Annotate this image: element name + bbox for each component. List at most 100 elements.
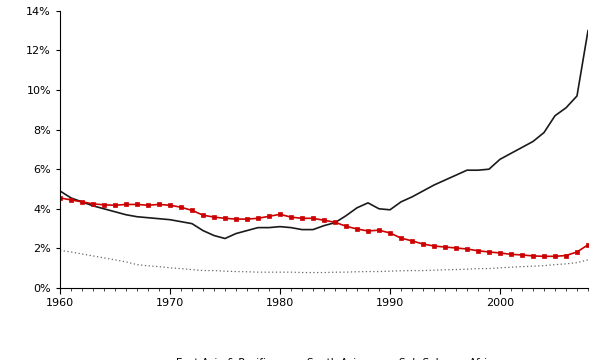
East Asia & Pacific bbox=[254, 225, 262, 230]
Sub-Saharan Africa bbox=[221, 216, 229, 220]
Sub-Saharan Africa bbox=[265, 214, 272, 219]
East Asia & Pacific bbox=[331, 220, 338, 225]
East Asia & Pacific bbox=[475, 168, 482, 172]
South Asia bbox=[277, 270, 284, 274]
East Asia & Pacific bbox=[541, 130, 548, 135]
South Asia bbox=[409, 269, 416, 273]
South Asia bbox=[145, 264, 152, 268]
East Asia & Pacific bbox=[343, 213, 350, 218]
South Asia bbox=[199, 269, 206, 273]
South Asia bbox=[133, 262, 140, 267]
South Asia bbox=[529, 264, 536, 269]
East Asia & Pacific bbox=[463, 168, 470, 172]
Sub-Saharan Africa bbox=[386, 231, 394, 235]
East Asia & Pacific bbox=[409, 195, 416, 199]
South Asia bbox=[562, 262, 569, 266]
South Asia bbox=[265, 270, 272, 274]
East Asia & Pacific bbox=[122, 212, 130, 217]
South Asia bbox=[211, 269, 218, 273]
Sub-Saharan Africa bbox=[133, 202, 140, 207]
South Asia bbox=[508, 265, 515, 269]
Sub-Saharan Africa bbox=[56, 196, 64, 200]
East Asia & Pacific bbox=[79, 200, 86, 204]
Sub-Saharan Africa bbox=[112, 203, 119, 207]
East Asia & Pacific bbox=[376, 207, 383, 211]
Sub-Saharan Africa bbox=[244, 217, 251, 221]
South Asia bbox=[287, 270, 295, 274]
East Asia & Pacific bbox=[100, 207, 107, 211]
South Asia bbox=[541, 264, 548, 268]
South Asia bbox=[376, 269, 383, 274]
Sub-Saharan Africa bbox=[442, 245, 449, 249]
Sub-Saharan Africa bbox=[529, 254, 536, 258]
Sub-Saharan Africa bbox=[452, 246, 460, 250]
East Asia & Pacific bbox=[442, 178, 449, 182]
Sub-Saharan Africa bbox=[122, 202, 130, 207]
Sub-Saharan Africa bbox=[79, 200, 86, 204]
South Asia bbox=[442, 267, 449, 272]
South Asia bbox=[254, 270, 262, 274]
South Asia bbox=[518, 265, 526, 269]
South Asia bbox=[475, 266, 482, 271]
Sub-Saharan Africa bbox=[320, 218, 328, 222]
South Asia bbox=[298, 270, 305, 275]
Sub-Saharan Africa bbox=[430, 244, 437, 248]
Sub-Saharan Africa bbox=[551, 254, 559, 258]
Line: East Asia & Pacific: East Asia & Pacific bbox=[60, 31, 588, 239]
East Asia & Pacific bbox=[199, 229, 206, 233]
Sub-Saharan Africa bbox=[485, 250, 493, 254]
South Asia bbox=[331, 270, 338, 274]
East Asia & Pacific bbox=[166, 217, 173, 222]
East Asia & Pacific bbox=[145, 216, 152, 220]
East Asia & Pacific bbox=[221, 237, 229, 241]
Sub-Saharan Africa bbox=[89, 202, 97, 206]
Sub-Saharan Africa bbox=[496, 251, 503, 255]
Sub-Saharan Africa bbox=[463, 247, 470, 251]
Sub-Saharan Africa bbox=[178, 205, 185, 210]
South Asia bbox=[122, 260, 130, 264]
Line: Sub-Saharan Africa: Sub-Saharan Africa bbox=[58, 196, 590, 258]
East Asia & Pacific bbox=[496, 157, 503, 161]
South Asia bbox=[221, 269, 229, 273]
South Asia bbox=[343, 270, 350, 274]
East Asia & Pacific bbox=[508, 151, 515, 156]
South Asia bbox=[364, 269, 371, 274]
East Asia & Pacific bbox=[430, 183, 437, 187]
Sub-Saharan Africa bbox=[584, 243, 592, 247]
East Asia & Pacific bbox=[452, 173, 460, 177]
South Asia bbox=[100, 256, 107, 260]
Sub-Saharan Africa bbox=[574, 250, 581, 254]
Sub-Saharan Africa bbox=[287, 215, 295, 219]
East Asia & Pacific bbox=[529, 139, 536, 144]
Sub-Saharan Africa bbox=[409, 239, 416, 243]
South Asia bbox=[485, 266, 493, 271]
East Asia & Pacific bbox=[298, 228, 305, 232]
South Asia bbox=[67, 250, 74, 254]
South Asia bbox=[310, 270, 317, 275]
Sub-Saharan Africa bbox=[508, 252, 515, 256]
Sub-Saharan Africa bbox=[254, 216, 262, 220]
South Asia bbox=[386, 269, 394, 273]
Legend: East Asia & Pacific, South Asia, Sub-Saharan Africa: East Asia & Pacific, South Asia, Sub-Sah… bbox=[145, 354, 503, 360]
East Asia & Pacific bbox=[397, 200, 404, 204]
South Asia bbox=[112, 258, 119, 262]
South Asia bbox=[496, 266, 503, 270]
South Asia bbox=[188, 267, 196, 272]
Sub-Saharan Africa bbox=[155, 202, 163, 207]
Sub-Saharan Africa bbox=[353, 227, 361, 231]
East Asia & Pacific bbox=[386, 208, 394, 212]
South Asia bbox=[320, 270, 328, 275]
East Asia & Pacific bbox=[353, 206, 361, 210]
East Asia & Pacific bbox=[562, 106, 569, 110]
Sub-Saharan Africa bbox=[100, 203, 107, 207]
Sub-Saharan Africa bbox=[298, 216, 305, 220]
East Asia & Pacific bbox=[56, 189, 64, 193]
East Asia & Pacific bbox=[277, 225, 284, 229]
South Asia bbox=[397, 269, 404, 273]
Sub-Saharan Africa bbox=[419, 242, 427, 246]
Sub-Saharan Africa bbox=[475, 249, 482, 253]
Sub-Saharan Africa bbox=[562, 253, 569, 258]
East Asia & Pacific bbox=[265, 225, 272, 230]
East Asia & Pacific bbox=[188, 221, 196, 226]
East Asia & Pacific bbox=[364, 201, 371, 205]
